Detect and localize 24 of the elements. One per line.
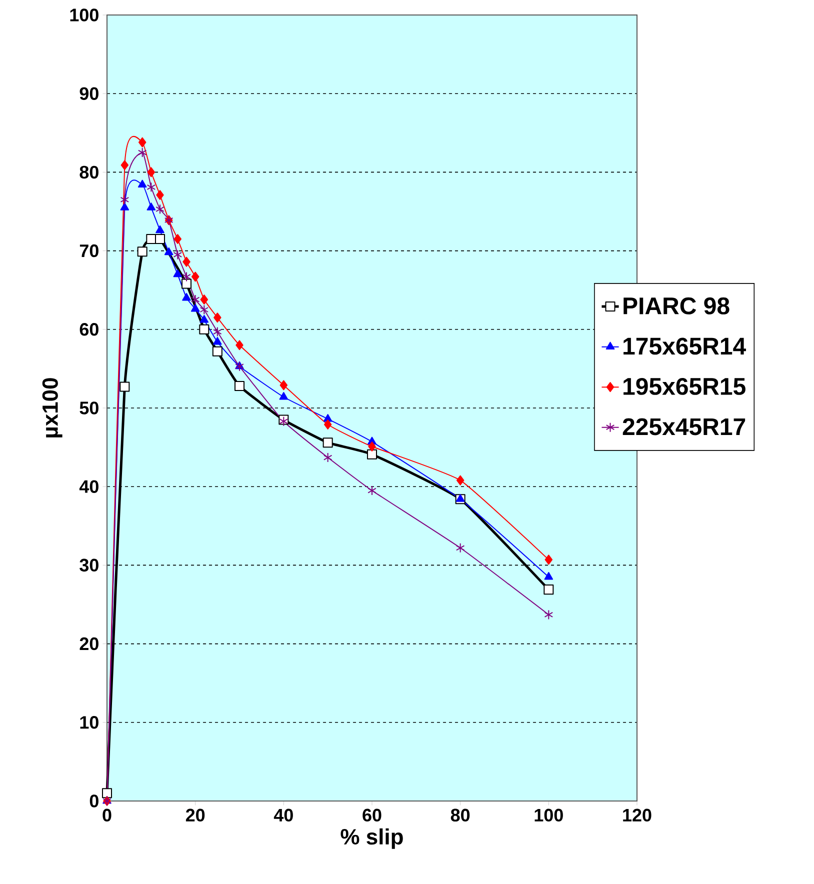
x-tick-label: 100 — [534, 808, 563, 822]
legend-label: 175x65R14 — [624, 338, 746, 355]
legend-label: PIARC 98 — [624, 297, 730, 314]
y-tick-label: 70 — [80, 244, 98, 258]
y-tick-label: 90 — [80, 87, 98, 100]
x-tick-label: 40 — [274, 808, 293, 822]
y-axis-title: µx100 — [42, 378, 62, 438]
y-tick-label: 20 — [80, 637, 98, 650]
y-tick-label: 50 — [80, 402, 98, 414]
y-tick-label: 60 — [80, 323, 98, 336]
legend-label: 225x45R17 — [622, 418, 746, 436]
x-tick-label: 80 — [450, 808, 470, 822]
y-tick-label: 0 — [90, 794, 98, 808]
y-tick-label: 100 — [70, 8, 98, 22]
x-axis-title: % slip — [340, 828, 403, 849]
y-tick-label: 40 — [79, 480, 98, 493]
legend-label: 195x65R15 — [624, 378, 746, 395]
x-tick-label: 120 — [623, 808, 652, 822]
y-tick-label: 30 — [80, 558, 98, 572]
x-tick-label: 60 — [362, 808, 382, 822]
x-tick-label: 0 — [102, 808, 112, 822]
y-tick-label: 10 — [80, 716, 98, 729]
y-tick-label: 80 — [80, 166, 98, 179]
x-tick-label: 20 — [186, 808, 205, 822]
